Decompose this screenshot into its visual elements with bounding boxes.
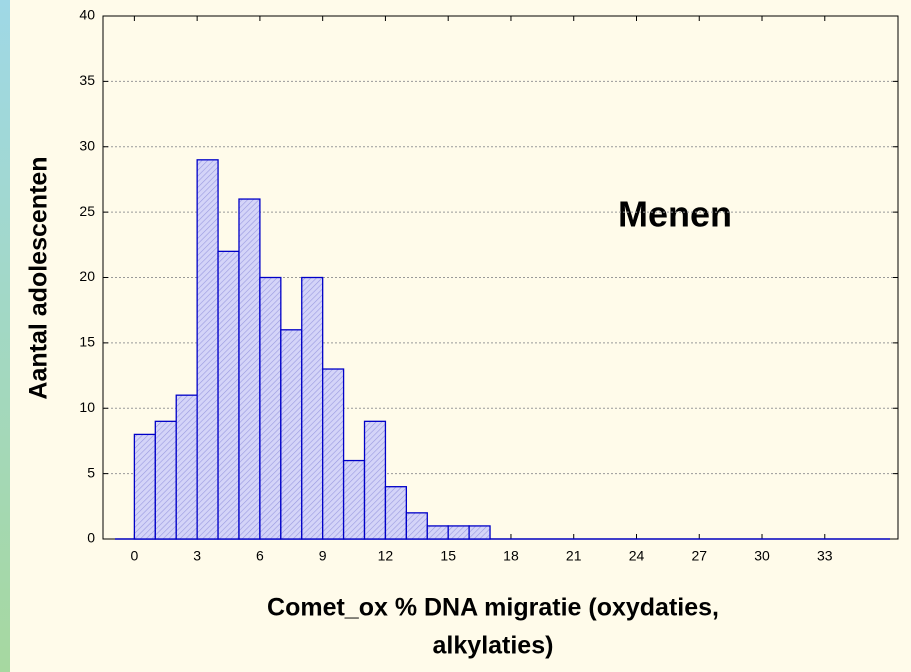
x-tick-label: 21 xyxy=(566,548,582,564)
bar xyxy=(175,394,198,540)
annotation: Menen xyxy=(618,194,732,235)
x-tick-label: 27 xyxy=(691,548,707,564)
bar xyxy=(154,420,177,540)
x-tick-label: 9 xyxy=(319,548,327,564)
x-tick-label: 0 xyxy=(130,548,138,564)
y-tick-label: 0 xyxy=(87,530,95,546)
bar xyxy=(405,512,428,540)
x-axis-label: Comet_ox % DNA migratie (oxydaties, xyxy=(267,594,719,622)
bar xyxy=(468,525,491,540)
y-tick-label: 30 xyxy=(79,137,95,153)
y-tick-label: 25 xyxy=(79,203,95,219)
bar xyxy=(384,486,408,540)
y-tick-label: 40 xyxy=(79,7,95,23)
bar xyxy=(280,329,303,540)
side-stripe xyxy=(0,0,10,672)
y-tick-label: 35 xyxy=(79,72,95,88)
y-axis-label: Aantal adolescenten xyxy=(25,156,53,399)
x-tick-label: 3 xyxy=(193,548,201,564)
x-tick-label: 24 xyxy=(629,548,645,564)
bar xyxy=(259,276,282,540)
x-tick-label: 6 xyxy=(256,548,264,564)
y-tick-label: 5 xyxy=(87,464,95,480)
y-tick-label: 20 xyxy=(79,268,95,284)
bar xyxy=(447,525,470,540)
bar xyxy=(217,250,240,540)
bar xyxy=(133,433,156,540)
bar xyxy=(363,420,387,540)
x-tick-label: 30 xyxy=(754,548,770,564)
bar xyxy=(238,198,261,540)
x-tick-label: 33 xyxy=(817,548,833,564)
x-tick-label: 12 xyxy=(378,548,394,564)
bar xyxy=(196,159,219,540)
bar xyxy=(426,525,449,540)
bar xyxy=(301,276,324,540)
x-tick-label: 18 xyxy=(503,548,519,564)
y-tick-label: 15 xyxy=(79,334,95,350)
x-tick-label: 15 xyxy=(440,548,456,564)
y-tick-label: 10 xyxy=(79,399,95,415)
bar xyxy=(322,368,345,540)
bar xyxy=(342,459,366,540)
x-axis-label: alkylaties) xyxy=(433,632,554,660)
